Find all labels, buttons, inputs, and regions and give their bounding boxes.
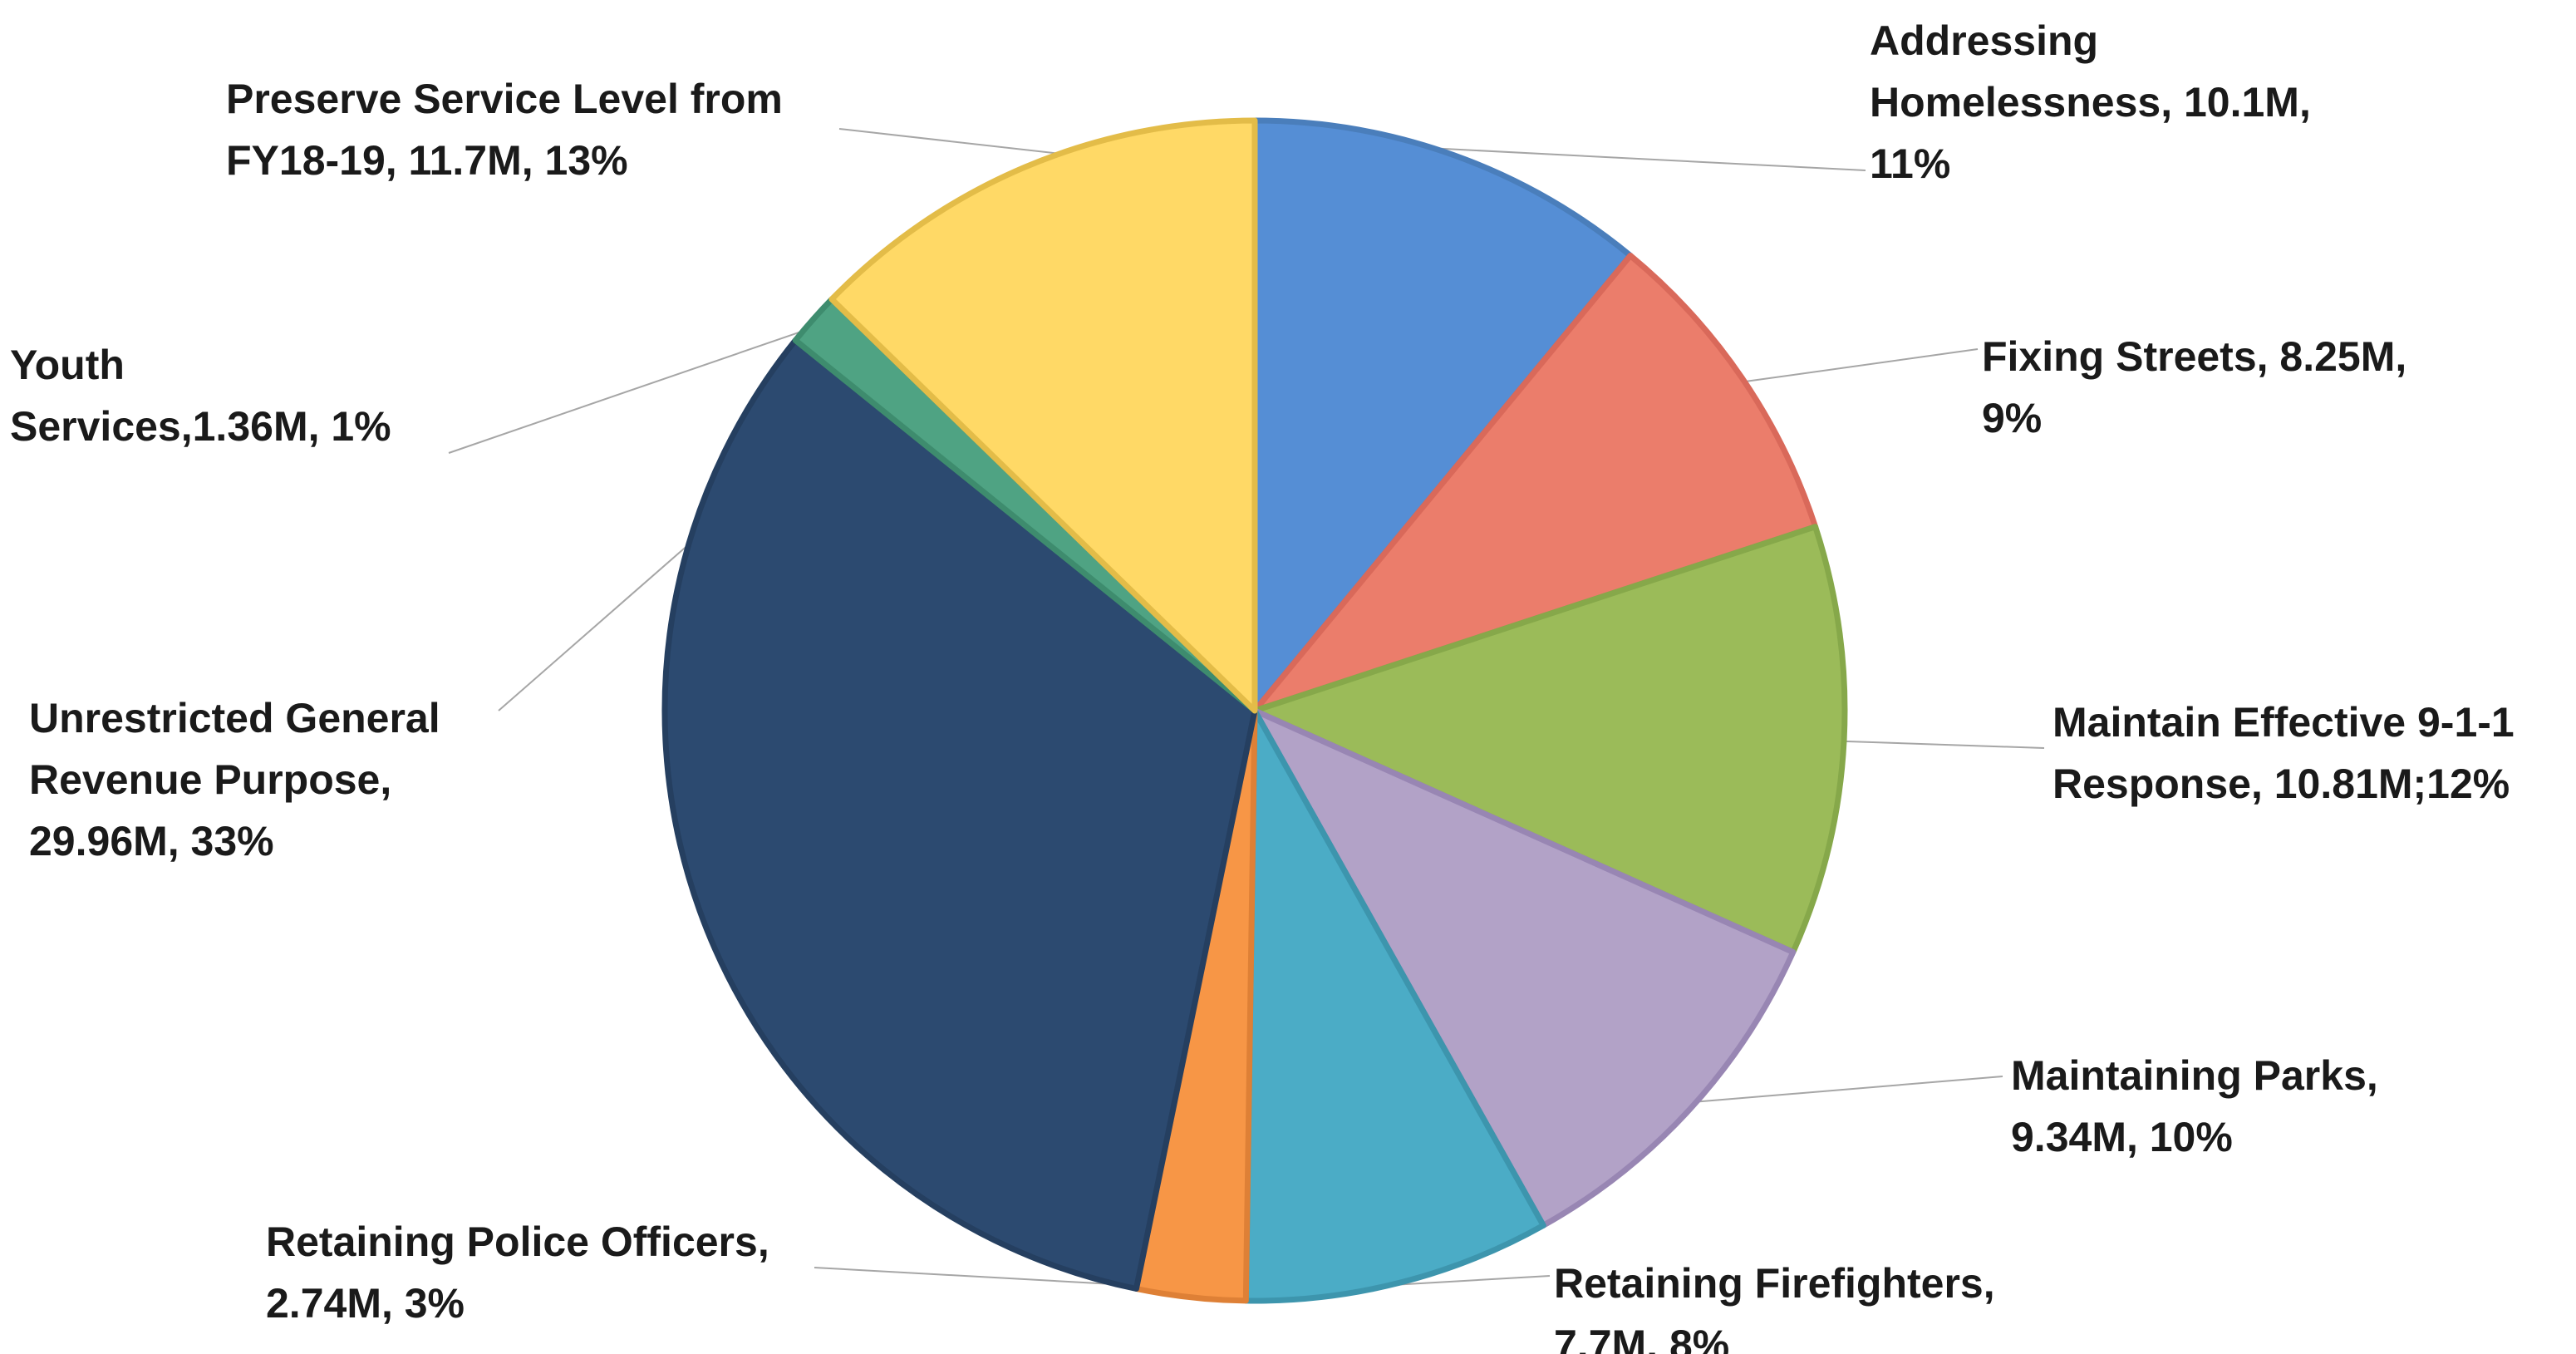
slice-labels: Addressing Homelessness, 10.1M, 11% Fixing … — [10, 17, 2515, 1354]
slice-label-line: Retaining Police Officers, — [266, 1219, 769, 1265]
slice-label-preserve-service-level-from-fy18-19: Preserve Service Level from FY18-19, 11.7… — [226, 76, 783, 184]
leader-line-youth-services — [448, 324, 820, 454]
slice-label-addressing-homelessness: Addressing Homelessness, 10.1M, 11% — [1870, 17, 2311, 187]
slice-label-line: Preserve Service Level from — [226, 76, 783, 122]
slice-label-line: 11% — [1870, 140, 1950, 187]
slice-label-line: 9.34M, 10% — [2011, 1114, 2233, 1160]
pie-slices — [661, 117, 1848, 1304]
pie-slice-preserve-service-level-from-fy18-19 — [828, 117, 1258, 714]
pie-slice-fixing-streets — [1251, 253, 1819, 714]
slice-label-line: Youth — [10, 342, 125, 388]
slice-label-line: 9% — [1982, 395, 2042, 441]
leader-line-preserve-service-level-from-fy18-19 — [838, 128, 1081, 157]
slice-label-line: Fixing Streets, 8.25M, — [1982, 333, 2406, 380]
slice-label-fixing-streets: Fixing Streets, 8.25M, 9% — [1982, 333, 2406, 441]
pie-slice-retaining-firefighters — [1242, 707, 1546, 1304]
leader-line-addressing-homelessness — [1394, 145, 1866, 171]
slice-label-line: Homelessness, 10.1M, — [1870, 79, 2311, 126]
slice-label-line: Retaining Firefighters, — [1554, 1260, 1995, 1307]
slice-label-line: Response, 10.81M;12% — [2052, 761, 2510, 807]
leader-line-unrestricted-general-revenue-purpose — [498, 532, 702, 711]
slice-label-line: Addressing — [1870, 17, 2098, 64]
pie-slice-maintain-effective-9-1-1-response — [1251, 524, 1848, 955]
slice-label-retaining-police-officers: Retaining Police Officers, 2.74M, 3% — [266, 1219, 769, 1327]
slice-label-unrestricted-general-revenue-purpose: Unrestricted General Revenue Purpose, 29.9… — [29, 695, 440, 864]
slice-label-line: Revenue Purpose, — [29, 756, 391, 803]
slice-label-line: 29.96M, 33% — [29, 818, 274, 864]
leader-line-maintaining-parks — [1684, 1076, 2003, 1104]
slice-label-line: 2.74M, 3% — [266, 1280, 465, 1327]
slice-label-maintain-effective-9-1-1-response: Maintain Effective 9-1-1 Response, 10.81M… — [2052, 699, 2515, 807]
slice-label-line: Maintain Effective 9-1-1 — [2052, 699, 2515, 746]
leader-line-maintain-effective-9-1-1-response — [1835, 740, 2045, 749]
pie-slice-unrestricted-general-revenue-purpose — [661, 337, 1258, 1292]
slice-label-line: FY18-19, 11.7M, 13% — [226, 137, 628, 184]
slice-label-line: Services,1.36M, 1% — [10, 403, 391, 450]
slice-label-line: Maintaining Parks, — [2011, 1052, 2378, 1099]
leader-line-fixing-streets — [1734, 348, 1979, 384]
slice-label-maintaining-parks: Maintaining Parks, 9.34M, 10% — [2011, 1052, 2378, 1160]
pie-slice-addressing-homelessness — [1251, 117, 1634, 714]
slice-label-line: 7.7M, 8% — [1554, 1322, 1729, 1354]
slice-label-line: Unrestricted General — [29, 695, 440, 741]
pie-slice-maintaining-parks — [1251, 707, 1797, 1228]
slice-label-retaining-firefighters: Retaining Firefighters, 7.7M, 8% — [1554, 1260, 1995, 1354]
slice-label-youth-services: Youth Services,1.36M, 1% — [10, 342, 391, 450]
